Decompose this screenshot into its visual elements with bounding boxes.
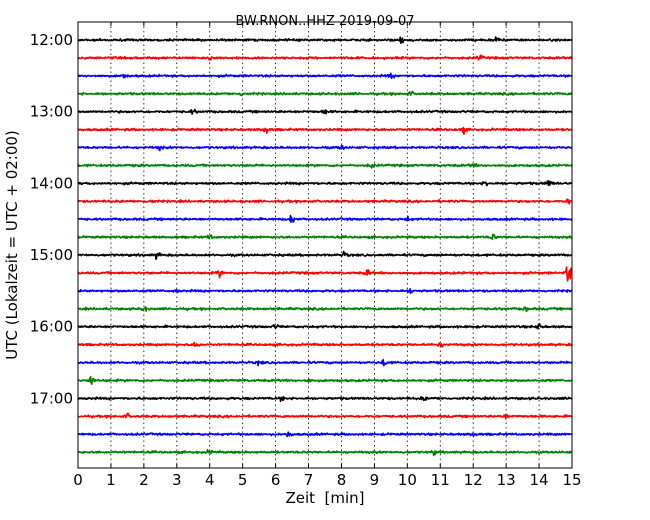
trace-group	[77, 36, 573, 457]
x-tick-label: 14	[530, 471, 549, 489]
seismic-trace-1545	[77, 306, 573, 313]
chart-title: BW.RNON..HHZ 2019-09-07	[235, 14, 414, 29]
seismic-trace-1615	[77, 341, 573, 348]
x-tick-label: 15	[562, 471, 581, 489]
seismic-trace-1230	[77, 72, 573, 80]
x-axis: 0 1 2 3 4 5 6 7 8 9 10 11 12 13 14 15	[73, 22, 582, 489]
plot-frame	[77, 21, 573, 469]
seismic-trace-1245	[77, 90, 573, 97]
x-tick-label: 9	[370, 471, 380, 489]
seismic-trace-1445	[77, 233, 573, 240]
seismic-trace-1500	[77, 250, 573, 260]
seismic-trace-1315	[77, 126, 573, 135]
seismic-trace-1700	[77, 395, 573, 403]
seismic-trace-1300	[77, 108, 573, 115]
x-tick-label: 4	[205, 471, 215, 489]
y-tick-label: 14:00	[30, 174, 73, 192]
seismic-trace-1430	[77, 214, 573, 224]
x-tick-label: 13	[497, 471, 516, 489]
y-axis: 12:00 13:00 14:00 15:00 16:00 17:00	[30, 31, 82, 407]
seismic-trace-1415	[77, 198, 573, 205]
seismic-trace-1200	[77, 36, 573, 44]
seismic-trace-1530	[77, 288, 573, 295]
x-tick-label: 7	[304, 471, 314, 489]
y-tick-label: 17:00	[30, 389, 73, 407]
y-axis-label: UTC (Lokalzeit = UTC + 02:00)	[3, 130, 21, 360]
seismic-trace-1345	[77, 162, 573, 169]
x-tick-label: 3	[172, 471, 182, 489]
x-tick-label: 8	[337, 471, 347, 489]
seismic-trace-1715	[77, 412, 573, 420]
x-tick-label: 5	[238, 471, 248, 489]
seismic-trace-1215	[77, 54, 573, 61]
seismic-trace-1645	[77, 375, 573, 385]
seismic-trace-1515	[77, 266, 573, 282]
x-tick-label: 2	[139, 471, 149, 489]
x-tick-label: 0	[73, 471, 83, 489]
seismic-trace-1400	[77, 180, 573, 187]
x-tick-label: 6	[271, 471, 281, 489]
x-tick-label: 1	[106, 471, 116, 489]
y-tick-label: 16:00	[30, 318, 73, 336]
seismic-trace-1745	[77, 448, 573, 457]
x-tick-label: 10	[398, 471, 417, 489]
y-tick-label: 13:00	[30, 103, 73, 121]
seismic-trace-1600	[77, 322, 573, 330]
x-tick-label: 12	[464, 471, 483, 489]
seismic-trace-1630	[77, 358, 573, 367]
x-tick-label: 11	[431, 471, 450, 489]
seismic-trace-1330	[77, 144, 573, 152]
y-tick-label: 12:00	[30, 31, 73, 49]
x-axis-label: Zeit [min]	[285, 489, 364, 507]
y-tick-label: 15:00	[30, 246, 73, 264]
seismic-trace-1730	[77, 431, 573, 438]
